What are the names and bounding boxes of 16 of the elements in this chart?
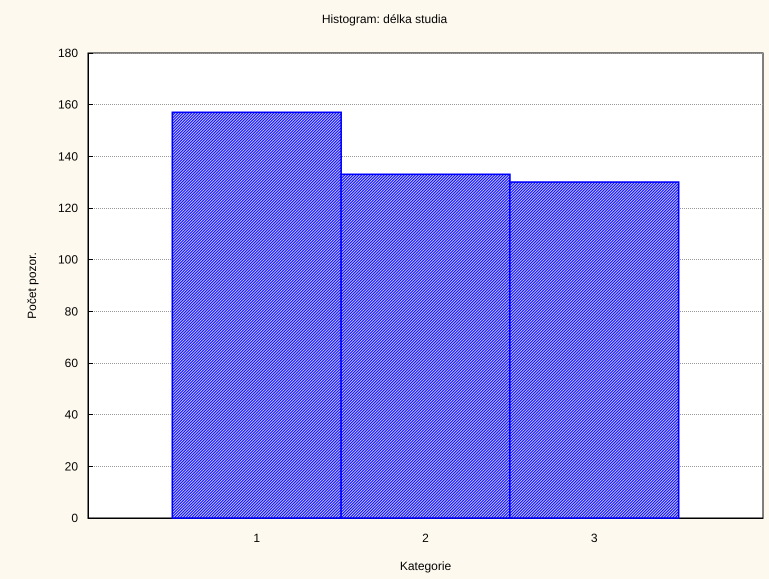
y-tick-label: 80 [64, 304, 78, 318]
x-tick-label: 2 [422, 531, 430, 545]
x-axis-title: Kategorie [400, 559, 452, 573]
y-tick-label: 160 [58, 98, 78, 112]
chart-title: Histogram: délka studia [322, 12, 448, 26]
y-axis-title: Počet pozor. [25, 252, 39, 319]
x-tick-label: 3 [590, 531, 598, 545]
y-tick-label: 120 [58, 201, 78, 215]
y-tick-label: 60 [64, 356, 78, 370]
y-tick-label: 20 [64, 459, 78, 474]
y-tick-label: 100 [58, 252, 78, 267]
y-tick-label: 40 [64, 408, 78, 422]
y-tick-label: 140 [58, 149, 78, 164]
x-tick-label: 1 [253, 531, 260, 545]
y-tick-label: 0 [71, 511, 78, 525]
y-tick-label: 180 [58, 46, 78, 60]
